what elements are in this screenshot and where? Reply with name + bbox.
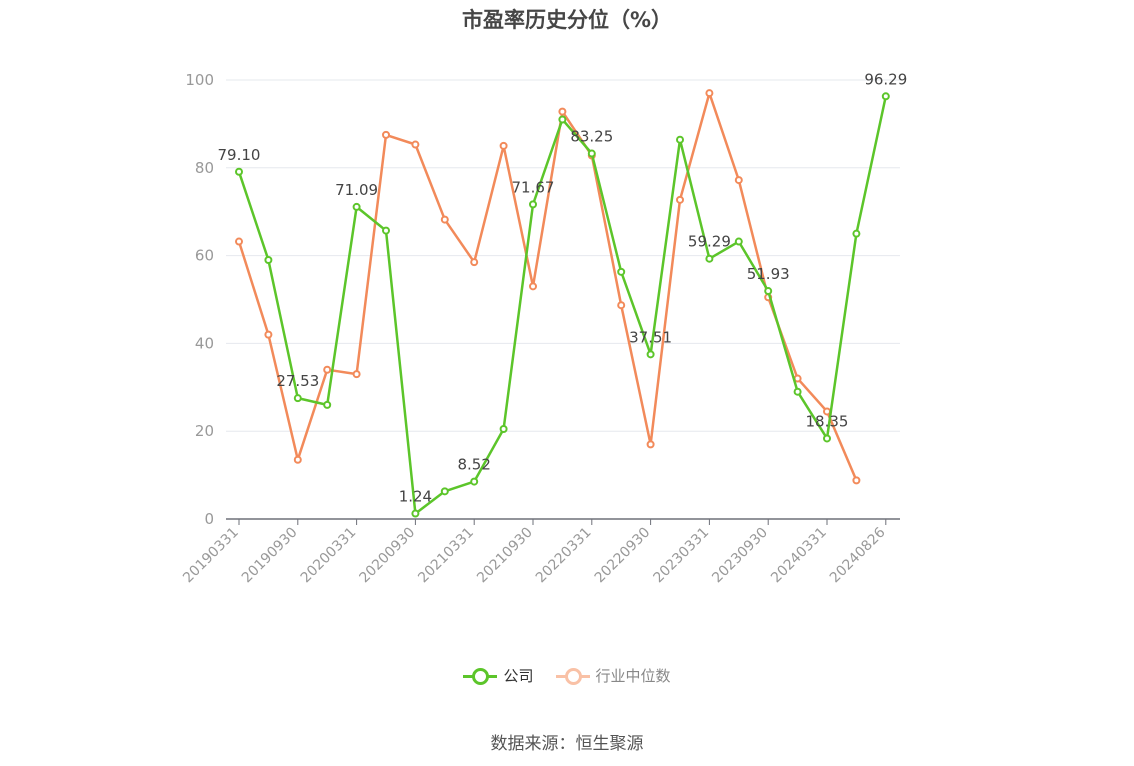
data-point-1 [382,130,390,139]
data-label: 37.51 [629,328,672,346]
x-tick-label: 20200331 [298,525,360,587]
x-tick-label: 20230930 [709,525,771,587]
y-tick-label: 40 [195,334,214,352]
series-line-0 [237,96,888,515]
x-tick-label: 20190930 [239,525,301,587]
data-point-0 [440,487,449,496]
data-source: 数据来源：恒生聚源 [490,734,644,754]
legend-label-industry: 行业中位数 [595,667,671,685]
data-point-1 [411,140,420,149]
chart-title: 市盈率历史分位（%） [461,8,673,32]
data-point-0 [558,115,567,124]
data-point-0 [235,167,243,176]
legend-item-industry[interactable]: 行业中位数 [555,665,671,686]
data-label: 27.53 [276,372,319,390]
x-tick-label: 20210331 [415,525,477,587]
legend-swatch-company [463,667,498,685]
data-point-0 [823,434,831,443]
legend: 公司 行业中位数 [0,665,1134,686]
data-label: 59.29 [688,233,731,251]
y-tick-label: 80 [195,159,214,177]
x-tick-label: 20190331 [180,525,242,587]
data-point-0 [646,350,655,359]
data-point-0 [676,135,684,144]
data-point-0 [705,254,714,263]
x-tick-label: 20240331 [768,525,830,587]
series-line-1 [237,91,858,481]
data-label: 83.25 [570,128,613,146]
x-tick-label: 20200930 [357,525,419,587]
data-point-1 [352,370,361,379]
data-point-1 [646,440,655,449]
data-point-1 [264,330,273,339]
y-tick-label: 20 [195,422,214,440]
data-label: 1.24 [399,488,432,506]
data-point-0 [617,267,626,276]
data-point-0 [352,202,361,211]
data-point-1 [617,301,626,310]
data-point-1 [440,215,449,224]
x-tick-label: 20210930 [474,525,536,587]
data-point-0 [323,400,332,409]
x-tick-label: 20220331 [533,525,595,587]
y-tick-label: 60 [195,247,214,265]
data-point-0 [382,226,390,235]
data-point-1 [676,195,684,204]
data-point-0 [852,229,861,238]
data-label: 8.52 [457,456,490,474]
data-label: 18.35 [806,412,849,430]
data-label: 51.93 [747,265,790,283]
legend-item-company[interactable]: 公司 [463,665,534,686]
data-point-1 [323,365,332,374]
data-point-0 [470,477,479,486]
x-tick-label: 20240826 [827,524,889,586]
data-point-1 [852,476,861,485]
data-point-1 [499,141,508,150]
legend-label-company: 公司 [503,667,534,685]
data-point-1 [558,107,567,116]
data-label: 96.29 [864,70,907,88]
data-point-0 [499,425,508,434]
y-tick-label: 0 [204,510,214,528]
data-point-0 [587,149,596,158]
data-point-1 [734,176,743,185]
data-point-1 [293,455,302,464]
x-tick-label: 20220930 [592,525,654,587]
data-point-1 [705,89,714,98]
data-point-1 [235,237,243,246]
data-point-0 [764,287,773,296]
data-point-0 [793,387,802,396]
legend-swatch-industry [555,667,590,685]
data-label: 71.09 [335,181,378,199]
data-point-0 [529,200,537,209]
data-label: 71.67 [512,178,555,196]
data-point-0 [411,509,420,518]
data-point-1 [529,282,537,291]
data-point-1 [470,258,479,267]
data-point-0 [264,255,273,264]
y-tick-label: 100 [185,71,214,89]
data-label: 79.10 [218,146,261,164]
data-point-0 [881,92,890,101]
data-point-0 [734,237,743,246]
x-tick-label: 20230331 [651,525,713,587]
data-point-0 [293,394,302,403]
